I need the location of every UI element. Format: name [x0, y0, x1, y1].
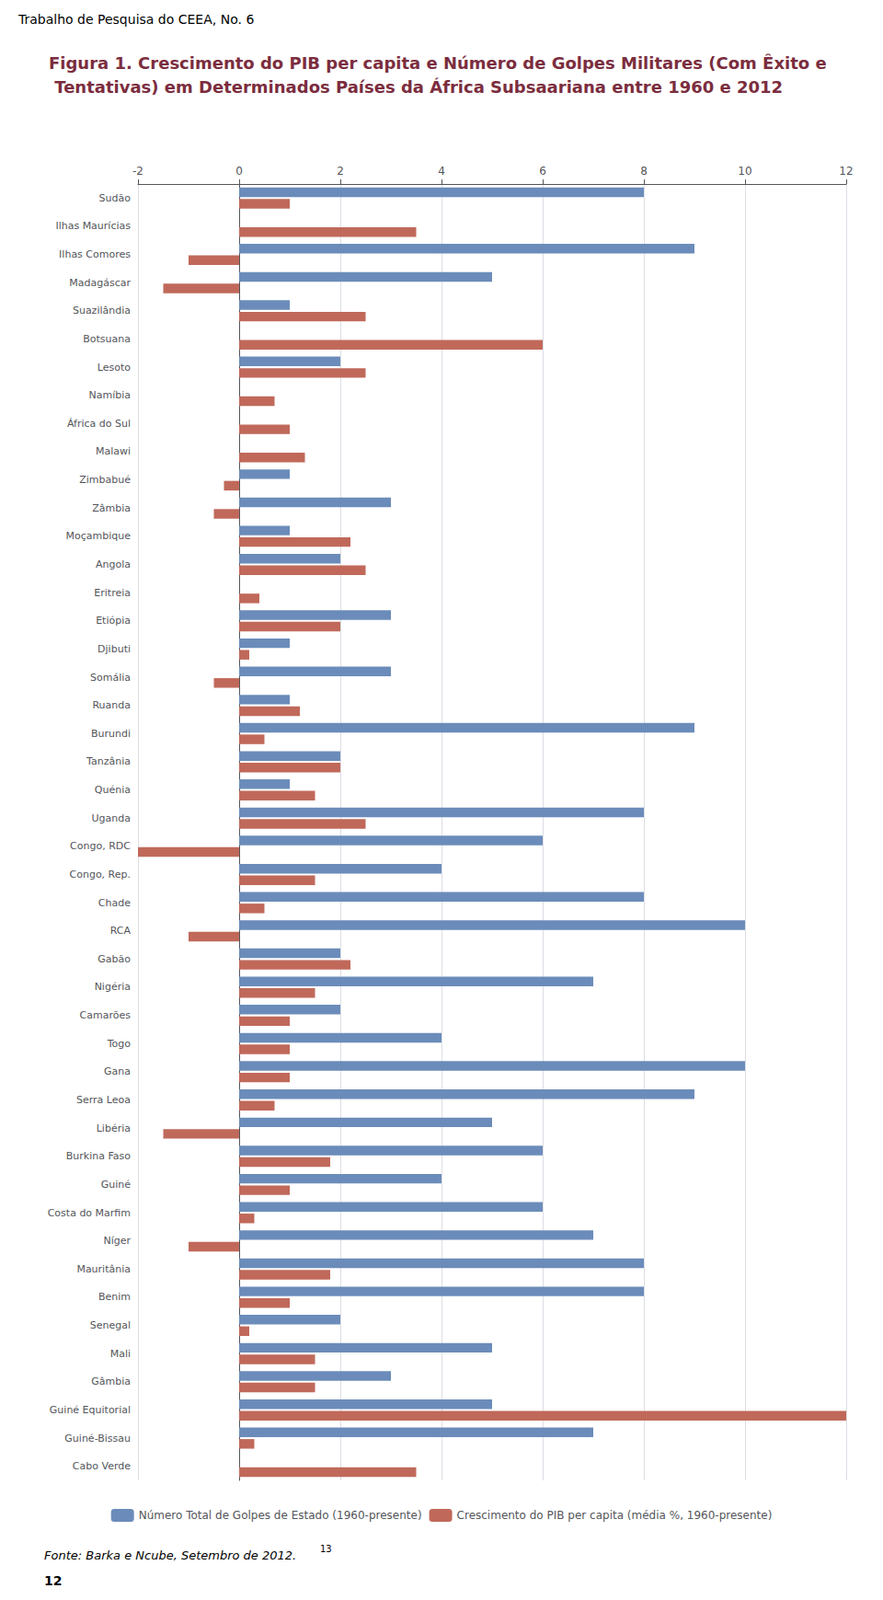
svg-text:Uganda: Uganda	[91, 812, 131, 825]
svg-text:Libéria: Libéria	[96, 1122, 131, 1135]
svg-text:Trabalho de Pesquisa do CEEA,: Trabalho de Pesquisa do CEEA, No. 6	[17, 11, 254, 27]
svg-text:Ruanda: Ruanda	[91, 699, 131, 711]
svg-text:Crescimento do PIB per capita: Crescimento do PIB per capita (média %, …	[457, 1508, 773, 1522]
svg-text:Malawi: Malawi	[95, 445, 131, 458]
svg-text:2: 2	[336, 164, 345, 178]
svg-text:Mali: Mali	[110, 1347, 131, 1360]
svg-text:Chade: Chade	[98, 896, 131, 909]
svg-text:Eritreia: Eritreia	[93, 586, 131, 599]
svg-text:Ilhas Maurícias: Ilhas Maurícias	[55, 219, 131, 232]
svg-text:Fonte: Barka e Ncube, Setembro: Fonte: Barka e Ncube, Setembro de 2012.	[44, 1548, 297, 1562]
svg-text:Gâmbia: Gâmbia	[91, 1375, 131, 1388]
svg-text:Guiné Equitorial: Guiné Equitorial	[49, 1403, 131, 1416]
svg-text:Nigéria: Nigéria	[94, 980, 131, 993]
svg-text:Burkina Faso: Burkina Faso	[66, 1149, 131, 1162]
svg-text:Madagáscar: Madagáscar	[68, 276, 131, 289]
svg-text:Etiópia: Etiópia	[95, 614, 131, 627]
svg-text:Benim: Benim	[98, 1290, 131, 1303]
svg-text:10: 10	[737, 164, 752, 178]
svg-text:Camarões: Camarões	[80, 1009, 132, 1021]
svg-text:Costa do Marfim: Costa do Marfim	[47, 1206, 131, 1219]
svg-text:12: 12	[838, 164, 853, 178]
svg-text:Mauritânia: Mauritânia	[76, 1262, 131, 1275]
svg-text:Quénia: Quénia	[94, 783, 131, 796]
svg-text:Congo, Rep.: Congo, Rep.	[69, 868, 131, 881]
svg-text:Zimbabué: Zimbabué	[79, 473, 131, 486]
svg-text:Tanzânia: Tanzânia	[85, 755, 131, 768]
svg-text:Namíbia: Namíbia	[88, 389, 131, 402]
svg-text:Tentativas) em Determinados Pa: Tentativas) em Determinados Países da Áf…	[48, 77, 783, 97]
svg-text:Angola: Angola	[95, 558, 131, 571]
svg-text:-2: -2	[132, 164, 144, 178]
svg-text:Djibuti: Djibuti	[97, 642, 131, 655]
svg-text:Togo: Togo	[106, 1037, 132, 1050]
svg-text:Ilhas Comores: Ilhas Comores	[58, 248, 131, 261]
svg-text:África do Sul: África do Sul	[67, 417, 131, 430]
svg-text:13: 13	[320, 1543, 333, 1554]
svg-text:Zâmbia: Zâmbia	[91, 502, 131, 515]
svg-text:Sudão: Sudão	[99, 192, 132, 205]
svg-text:Figura 1. Crescimento do PIB p: Figura 1. Crescimento do PIB per capita …	[48, 53, 827, 73]
svg-text:12: 12	[44, 1572, 62, 1588]
svg-text:Moçambique: Moçambique	[66, 529, 132, 542]
svg-text:6: 6	[538, 164, 547, 178]
svg-text:RCA: RCA	[110, 924, 132, 937]
svg-text:Congo, RDC: Congo, RDC	[69, 839, 131, 852]
svg-text:Lesoto: Lesoto	[97, 361, 131, 374]
svg-text:4: 4	[437, 164, 446, 178]
svg-text:Guiné: Guiné	[101, 1178, 132, 1191]
svg-text:Cabo Verde: Cabo Verde	[72, 1459, 131, 1472]
svg-text:Guiné-Bissau: Guiné-Bissau	[64, 1432, 131, 1445]
svg-text:Gabão: Gabão	[97, 952, 131, 965]
svg-text:Suazilândia: Suazilândia	[72, 304, 131, 317]
svg-text:Serra Leoa: Serra Leoa	[76, 1093, 131, 1106]
svg-text:0: 0	[235, 164, 243, 178]
svg-text:Número Total de Golpes de Esta: Número Total de Golpes de Estado (1960-p…	[138, 1508, 423, 1522]
svg-text:Gana: Gana	[103, 1065, 131, 1078]
svg-text:Níger: Níger	[103, 1234, 131, 1247]
svg-text:Burundi: Burundi	[91, 727, 131, 740]
svg-text:Botsuana: Botsuana	[82, 332, 131, 345]
svg-text:Senegal: Senegal	[90, 1318, 131, 1331]
svg-text:8: 8	[640, 164, 648, 178]
svg-text:Somália: Somália	[90, 671, 131, 684]
